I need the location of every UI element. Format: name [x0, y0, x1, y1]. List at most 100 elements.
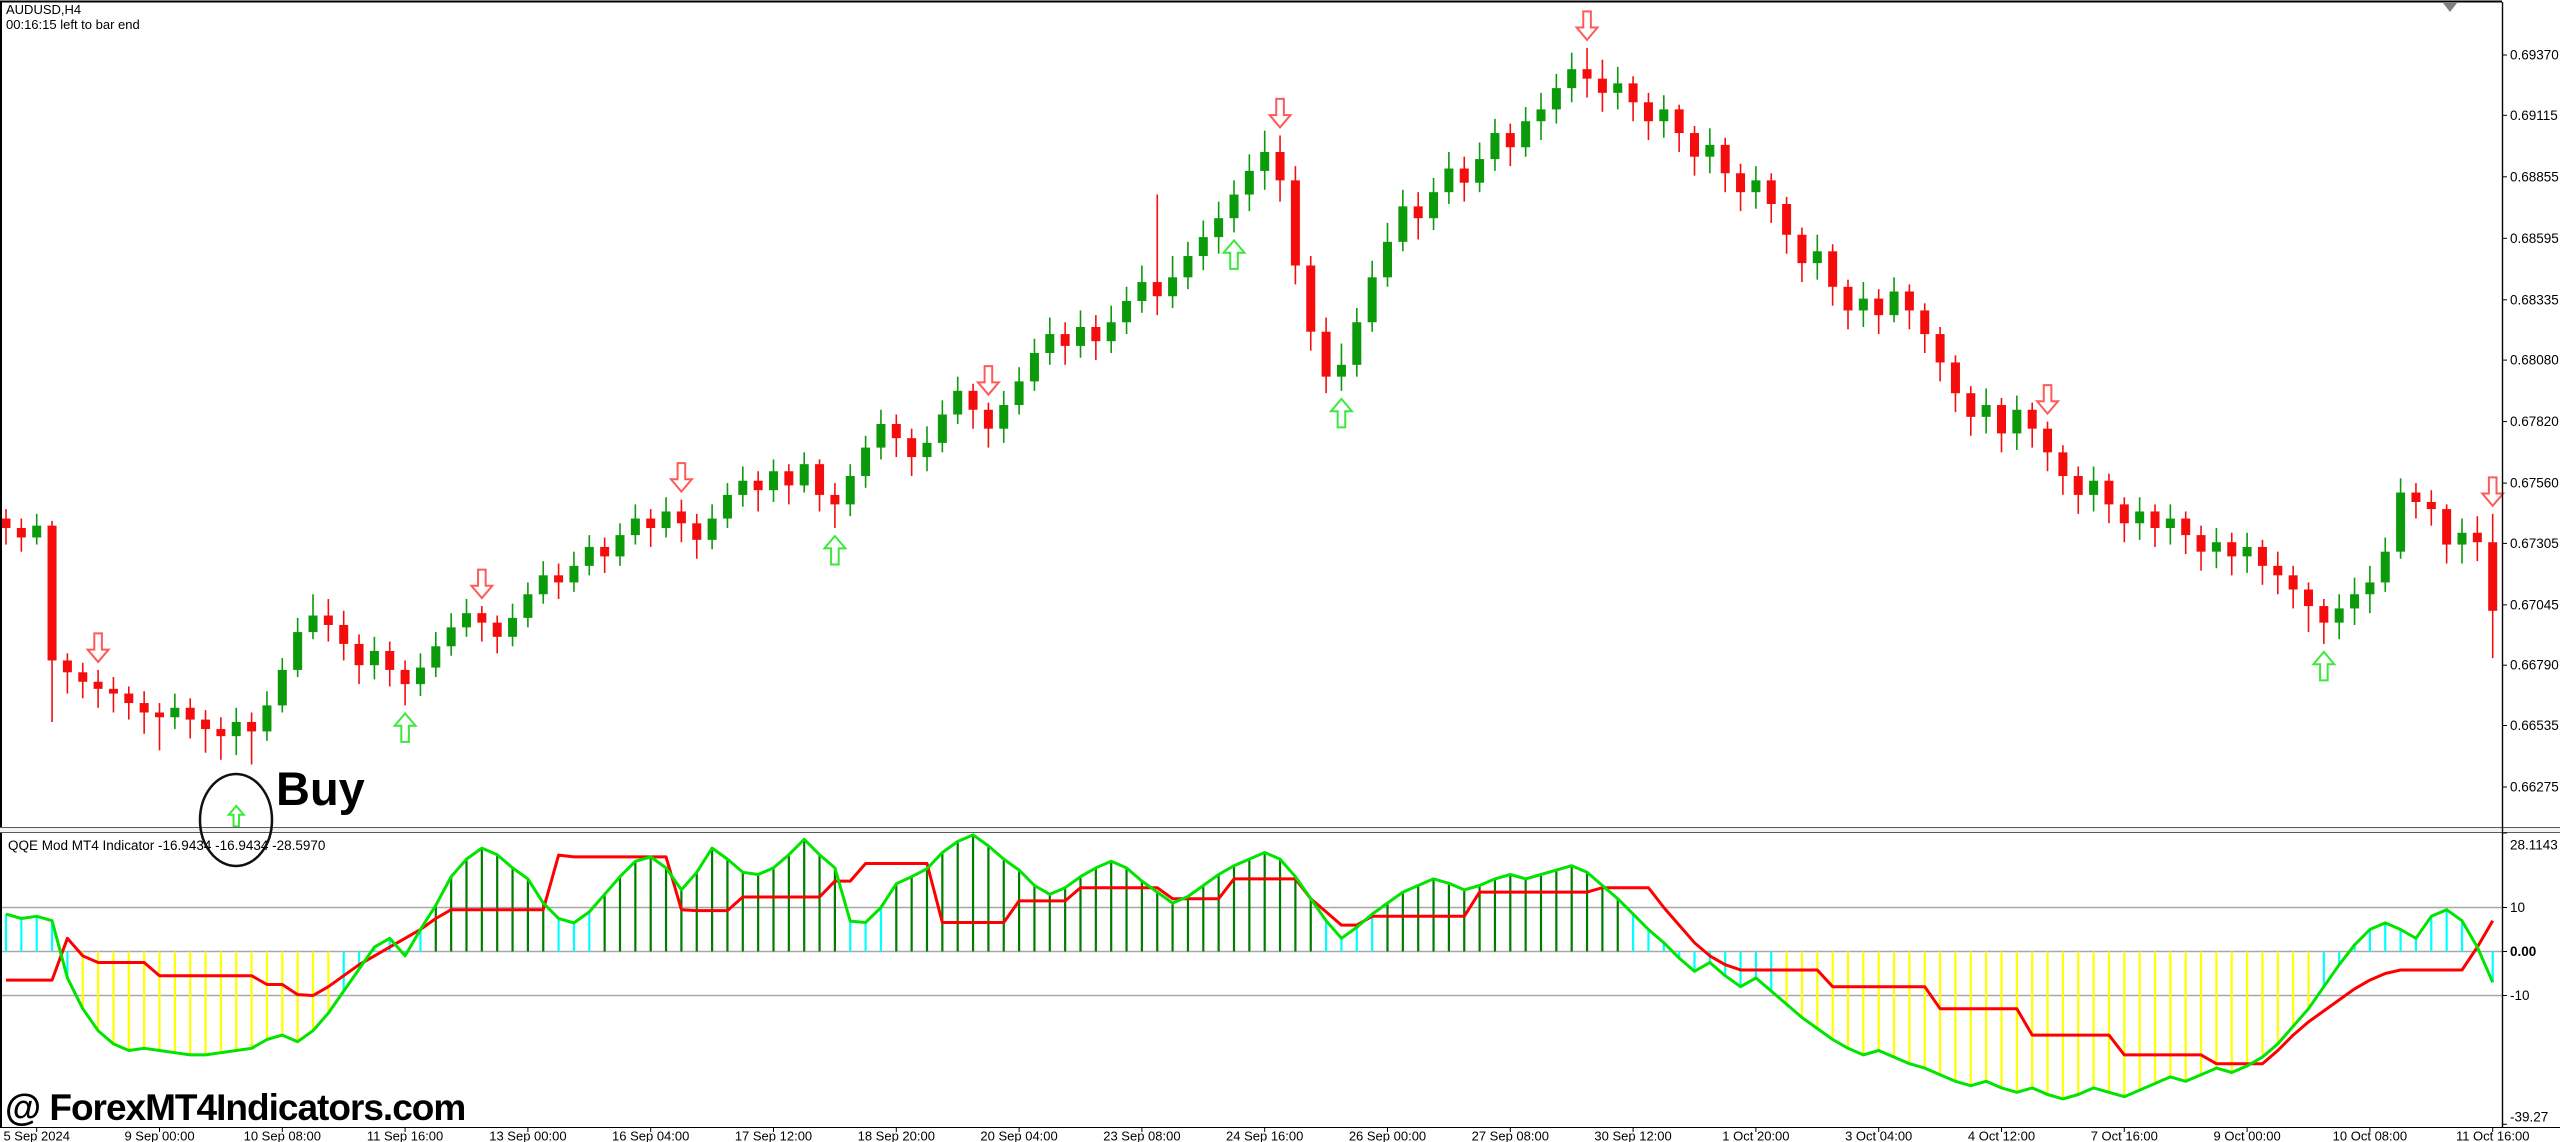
sell-arrow-icon: [975, 365, 1002, 397]
time-axis-label: 18 Sep 20:00: [858, 1129, 935, 1142]
time-axis-label: 1 Oct 20:00: [1722, 1129, 1789, 1142]
candle-body: [47, 525, 57, 661]
candle-body: [1168, 277, 1178, 297]
buy-arrow-icon: [392, 711, 418, 743]
candle-body: [1751, 180, 1761, 193]
candle-body: [1137, 282, 1147, 301]
candle-body: [477, 613, 487, 623]
candle-body: [2027, 409, 2037, 429]
candle-body: [2304, 589, 2313, 607]
candle-body: [1290, 180, 1300, 266]
candle-body: [2319, 606, 2329, 623]
candle-body: [676, 511, 686, 524]
candle-body: [891, 423, 901, 439]
buy-arrow-icon: [1221, 238, 1247, 270]
candle-body: [2457, 532, 2467, 545]
oscillator-axis-label: 0.00: [2510, 944, 2536, 959]
candle-body: [508, 617, 518, 637]
candle-body: [2043, 428, 2053, 453]
candle-body: [1076, 326, 1085, 346]
sell-arrow-icon: [1267, 97, 1293, 129]
candle-body: [446, 627, 456, 647]
pane-separator[interactable]: [0, 827, 2560, 833]
price-axis-label: 0.68855: [2510, 169, 2559, 184]
candle-body: [1429, 192, 1439, 219]
candle-body: [953, 390, 963, 415]
time-axis-label: 10 Sep 08:00: [244, 1129, 321, 1142]
candle-body: [1950, 362, 1960, 394]
candle-body: [1613, 83, 1623, 93]
candle-body: [722, 494, 732, 519]
indicator-name-values-label: QQE Mod MT4 Indicator -16.9434 -16.9434 …: [8, 838, 325, 853]
candle-body: [1352, 322, 1362, 365]
candle-body: [2181, 518, 2191, 536]
candle-body: [1551, 88, 1561, 110]
candle-body: [323, 615, 333, 625]
candle-body: [2211, 542, 2221, 552]
qqe-fast-line: [5, 833, 2495, 1101]
candle-body: [1367, 277, 1377, 323]
candle-body: [1782, 204, 1792, 235]
candle-body: [1275, 151, 1285, 181]
candle-body: [354, 643, 364, 666]
candle-body: [78, 672, 88, 682]
candle-body: [1260, 151, 1270, 171]
candle-body: [1812, 251, 1822, 264]
candle-body: [1306, 265, 1316, 332]
candle-body: [1521, 121, 1531, 148]
candle-body: [538, 575, 548, 595]
candle-body: [492, 622, 502, 637]
time-axis-label: 30 Sep 12:00: [1594, 1129, 1671, 1142]
signal-arrows-layer: [85, 10, 2506, 828]
candle-body: [1060, 334, 1070, 346]
candle-body: [999, 405, 1009, 429]
candle-body: [600, 546, 610, 557]
candle-body: [2165, 518, 2175, 529]
candle-body: [2257, 546, 2267, 566]
candle-body: [2119, 504, 2129, 524]
price-axis-label: 0.66790: [2510, 658, 2559, 673]
candle-body: [1981, 405, 1991, 417]
time-axis-label: 20 Sep 04:00: [980, 1129, 1057, 1142]
candle-body: [231, 721, 241, 737]
candle-body: [2012, 409, 2022, 434]
candle-body: [339, 624, 349, 644]
candle-body: [1321, 331, 1331, 377]
time-axis-label: 13 Sep 00:00: [489, 1129, 566, 1142]
time-axis-label: 10 Oct 08:00: [2333, 1129, 2407, 1142]
candle-body: [32, 525, 42, 538]
candle-body: [247, 721, 257, 732]
candle-body: [1091, 326, 1101, 342]
candle-body: [937, 414, 947, 443]
time-axis-label: 27 Sep 08:00: [1472, 1129, 1549, 1142]
candle-body: [124, 693, 134, 704]
sell-arrow-icon: [1574, 10, 1600, 42]
circled-buy-arrow-icon: [226, 804, 246, 828]
chart-shift-marker-icon[interactable]: [2443, 3, 2457, 12]
time-axis-label: 16 Sep 04:00: [612, 1129, 689, 1142]
buy-annotation: Buy: [198, 762, 365, 868]
candle-body: [2242, 546, 2252, 557]
candle-body: [1505, 133, 1515, 148]
candle-body: [1413, 206, 1423, 219]
oscillator-axis-label: 10: [2510, 900, 2525, 915]
price-axis-label: 0.67305: [2510, 536, 2559, 551]
candle-body: [2073, 475, 2083, 495]
candle-body: [16, 528, 26, 538]
time-axis-label: 17 Sep 12:00: [735, 1129, 812, 1142]
qqe-indicator-pane[interactable]: [0, 833, 2502, 1101]
candle-body: [2089, 480, 2099, 495]
candle-body: [108, 688, 118, 694]
candle-body: [1183, 256, 1193, 278]
candle-body: [1966, 393, 1976, 417]
candle-body: [1198, 237, 1208, 257]
candle-body: [1828, 251, 1838, 287]
buy-arrow-icon: [2311, 650, 2337, 682]
candle-body: [738, 480, 748, 495]
candle-body: [968, 390, 978, 410]
price-axis-label: 0.68335: [2510, 292, 2559, 307]
candle-body: [1628, 83, 1638, 103]
